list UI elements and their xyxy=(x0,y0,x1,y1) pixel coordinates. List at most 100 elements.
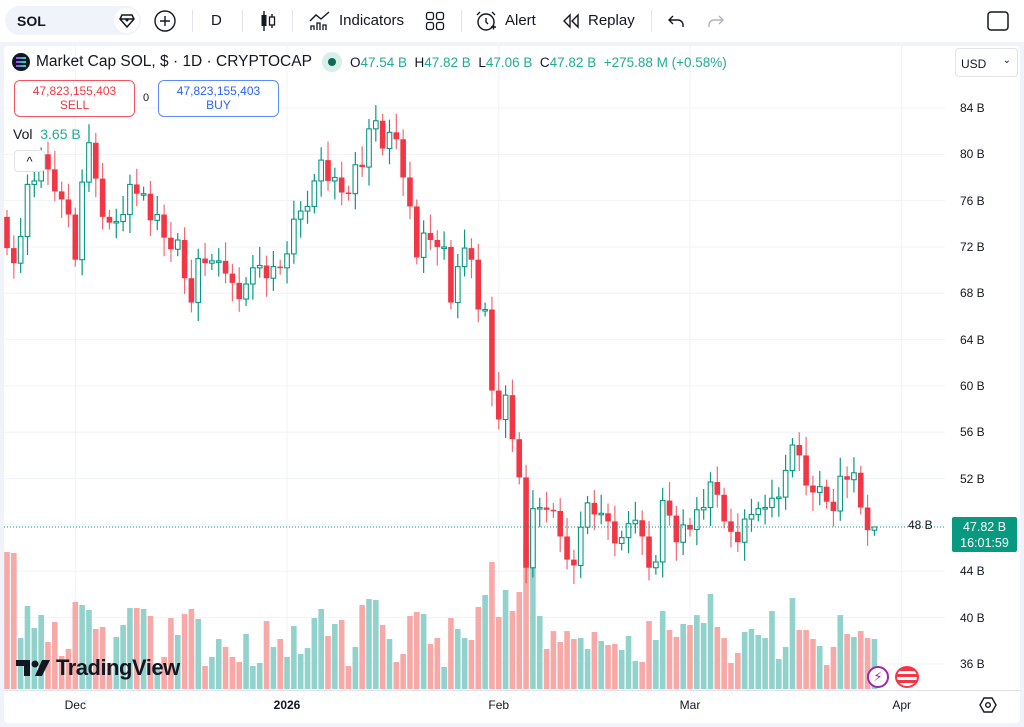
undo-icon[interactable] xyxy=(667,6,685,35)
buy-price: 47,823,155,403 xyxy=(176,84,261,98)
sell-button[interactable]: 47,823,155,403 SELL xyxy=(14,80,135,117)
candle-body xyxy=(372,120,379,130)
collapse-legend-button[interactable]: ^ xyxy=(14,150,45,172)
buy-label: BUY xyxy=(206,98,231,112)
axis-divider xyxy=(4,690,1020,691)
volume-bar xyxy=(769,611,775,689)
lightning-event-icon[interactable]: ⚡ xyxy=(867,666,889,688)
volume-bar xyxy=(673,636,680,689)
candle-body xyxy=(263,265,270,279)
candle-body xyxy=(202,258,208,264)
volume-bar xyxy=(810,639,816,689)
volume-bar xyxy=(304,648,311,689)
low-label: L xyxy=(478,54,486,70)
volume-bar xyxy=(871,639,878,689)
replay-label: Replay xyxy=(588,12,635,29)
candle-body xyxy=(577,526,584,566)
us-flag-event-icon[interactable] xyxy=(895,666,919,688)
candle-body xyxy=(427,233,434,241)
volume-bar xyxy=(735,652,741,689)
candle-body xyxy=(120,213,126,223)
low-value: 47.06 B xyxy=(485,54,533,70)
volume-bar xyxy=(823,665,830,689)
volume-bar xyxy=(536,615,543,689)
volume-bar xyxy=(598,641,605,689)
price-tick-label: 76 B xyxy=(960,193,985,208)
volume-label: Vol xyxy=(13,126,33,142)
tradingview-logo[interactable]: TradingView xyxy=(16,655,180,681)
alert-button[interactable]: Alert xyxy=(475,6,536,35)
volume-bar xyxy=(284,656,290,689)
legend-title[interactable]: Market Cap SOL, $ · 1D · CRYPTOCAP xyxy=(36,53,312,70)
top-toolbar: SOL D Indicators Alert Replay xyxy=(0,0,1024,42)
candle-body xyxy=(106,216,113,223)
high-value: 47.82 B xyxy=(424,54,471,70)
candle-body xyxy=(803,455,809,486)
candle-body xyxy=(407,177,413,207)
symbol-search[interactable]: SOL xyxy=(5,6,141,35)
candle-body xyxy=(420,232,427,258)
volume-bar xyxy=(434,638,441,689)
candle-body xyxy=(133,184,140,194)
buy-button[interactable]: 47,823,155,403 BUY xyxy=(158,80,279,117)
volume-legend[interactable]: Vol 3.65 B xyxy=(13,126,81,142)
time-tick-label: 2026 xyxy=(273,698,301,712)
layouts-icon[interactable] xyxy=(425,6,445,35)
volume-bar xyxy=(489,562,495,689)
volume-bar xyxy=(215,639,222,689)
symbol-legend: Market Cap SOL, $ · 1D · CRYPTOCAP O47.5… xyxy=(12,52,727,72)
volume-bar xyxy=(373,599,379,689)
currency-select[interactable]: USD ⌄ xyxy=(955,48,1018,77)
indicators-button[interactable]: Indicators xyxy=(309,6,404,35)
candle-body xyxy=(618,537,625,544)
volume-bar xyxy=(502,589,509,689)
candle-body xyxy=(4,216,10,249)
volume-bar xyxy=(646,621,652,689)
volume-bar xyxy=(557,642,564,689)
time-tick-label: Feb xyxy=(488,698,510,712)
volume-bar xyxy=(728,662,734,689)
fullscreen-icon[interactable] xyxy=(987,6,1009,35)
volume-bar xyxy=(441,666,447,689)
candle-body xyxy=(564,536,570,560)
volume-bar xyxy=(318,609,324,689)
volume-bar xyxy=(250,665,256,689)
compare-add-button[interactable] xyxy=(153,6,177,35)
volume-bar xyxy=(851,636,857,689)
candle-body xyxy=(557,510,564,537)
candle-body xyxy=(735,531,741,543)
candle-body xyxy=(454,266,461,304)
candle-body xyxy=(789,444,796,472)
chart-type-candles-icon[interactable] xyxy=(258,6,278,35)
last-price-value: 47.82 B xyxy=(962,520,1007,534)
volume-bar xyxy=(386,639,393,689)
market-status-icon[interactable] xyxy=(321,52,342,72)
interval-button[interactable]: D xyxy=(211,12,222,29)
volume-bar xyxy=(345,665,352,689)
volume-bar xyxy=(366,599,372,689)
volume-bar xyxy=(45,642,51,689)
candle-body xyxy=(700,506,707,511)
volume-bar xyxy=(468,639,475,689)
volume-bar xyxy=(209,656,215,689)
candle-body xyxy=(188,278,195,303)
candle-body xyxy=(161,214,167,238)
volume-bar xyxy=(775,659,782,689)
volume-bar xyxy=(291,625,297,689)
candle-body xyxy=(311,180,318,207)
price-chart[interactable] xyxy=(4,46,945,690)
volume-bar xyxy=(256,662,263,689)
volume-bar xyxy=(133,608,140,689)
chart-settings-icon[interactable] xyxy=(979,696,997,719)
redo-icon[interactable] xyxy=(707,6,725,35)
sell-price: 47,823,155,403 xyxy=(32,84,117,98)
volume-bar xyxy=(332,623,338,689)
volume-bar xyxy=(311,618,318,689)
volume-bar xyxy=(407,615,413,689)
volume-bar xyxy=(687,625,693,689)
diamond-icon[interactable] xyxy=(114,8,139,33)
candle-body xyxy=(86,142,92,183)
volume-bar xyxy=(577,638,584,689)
replay-button[interactable]: Replay xyxy=(562,6,635,35)
candle-body xyxy=(400,139,406,178)
